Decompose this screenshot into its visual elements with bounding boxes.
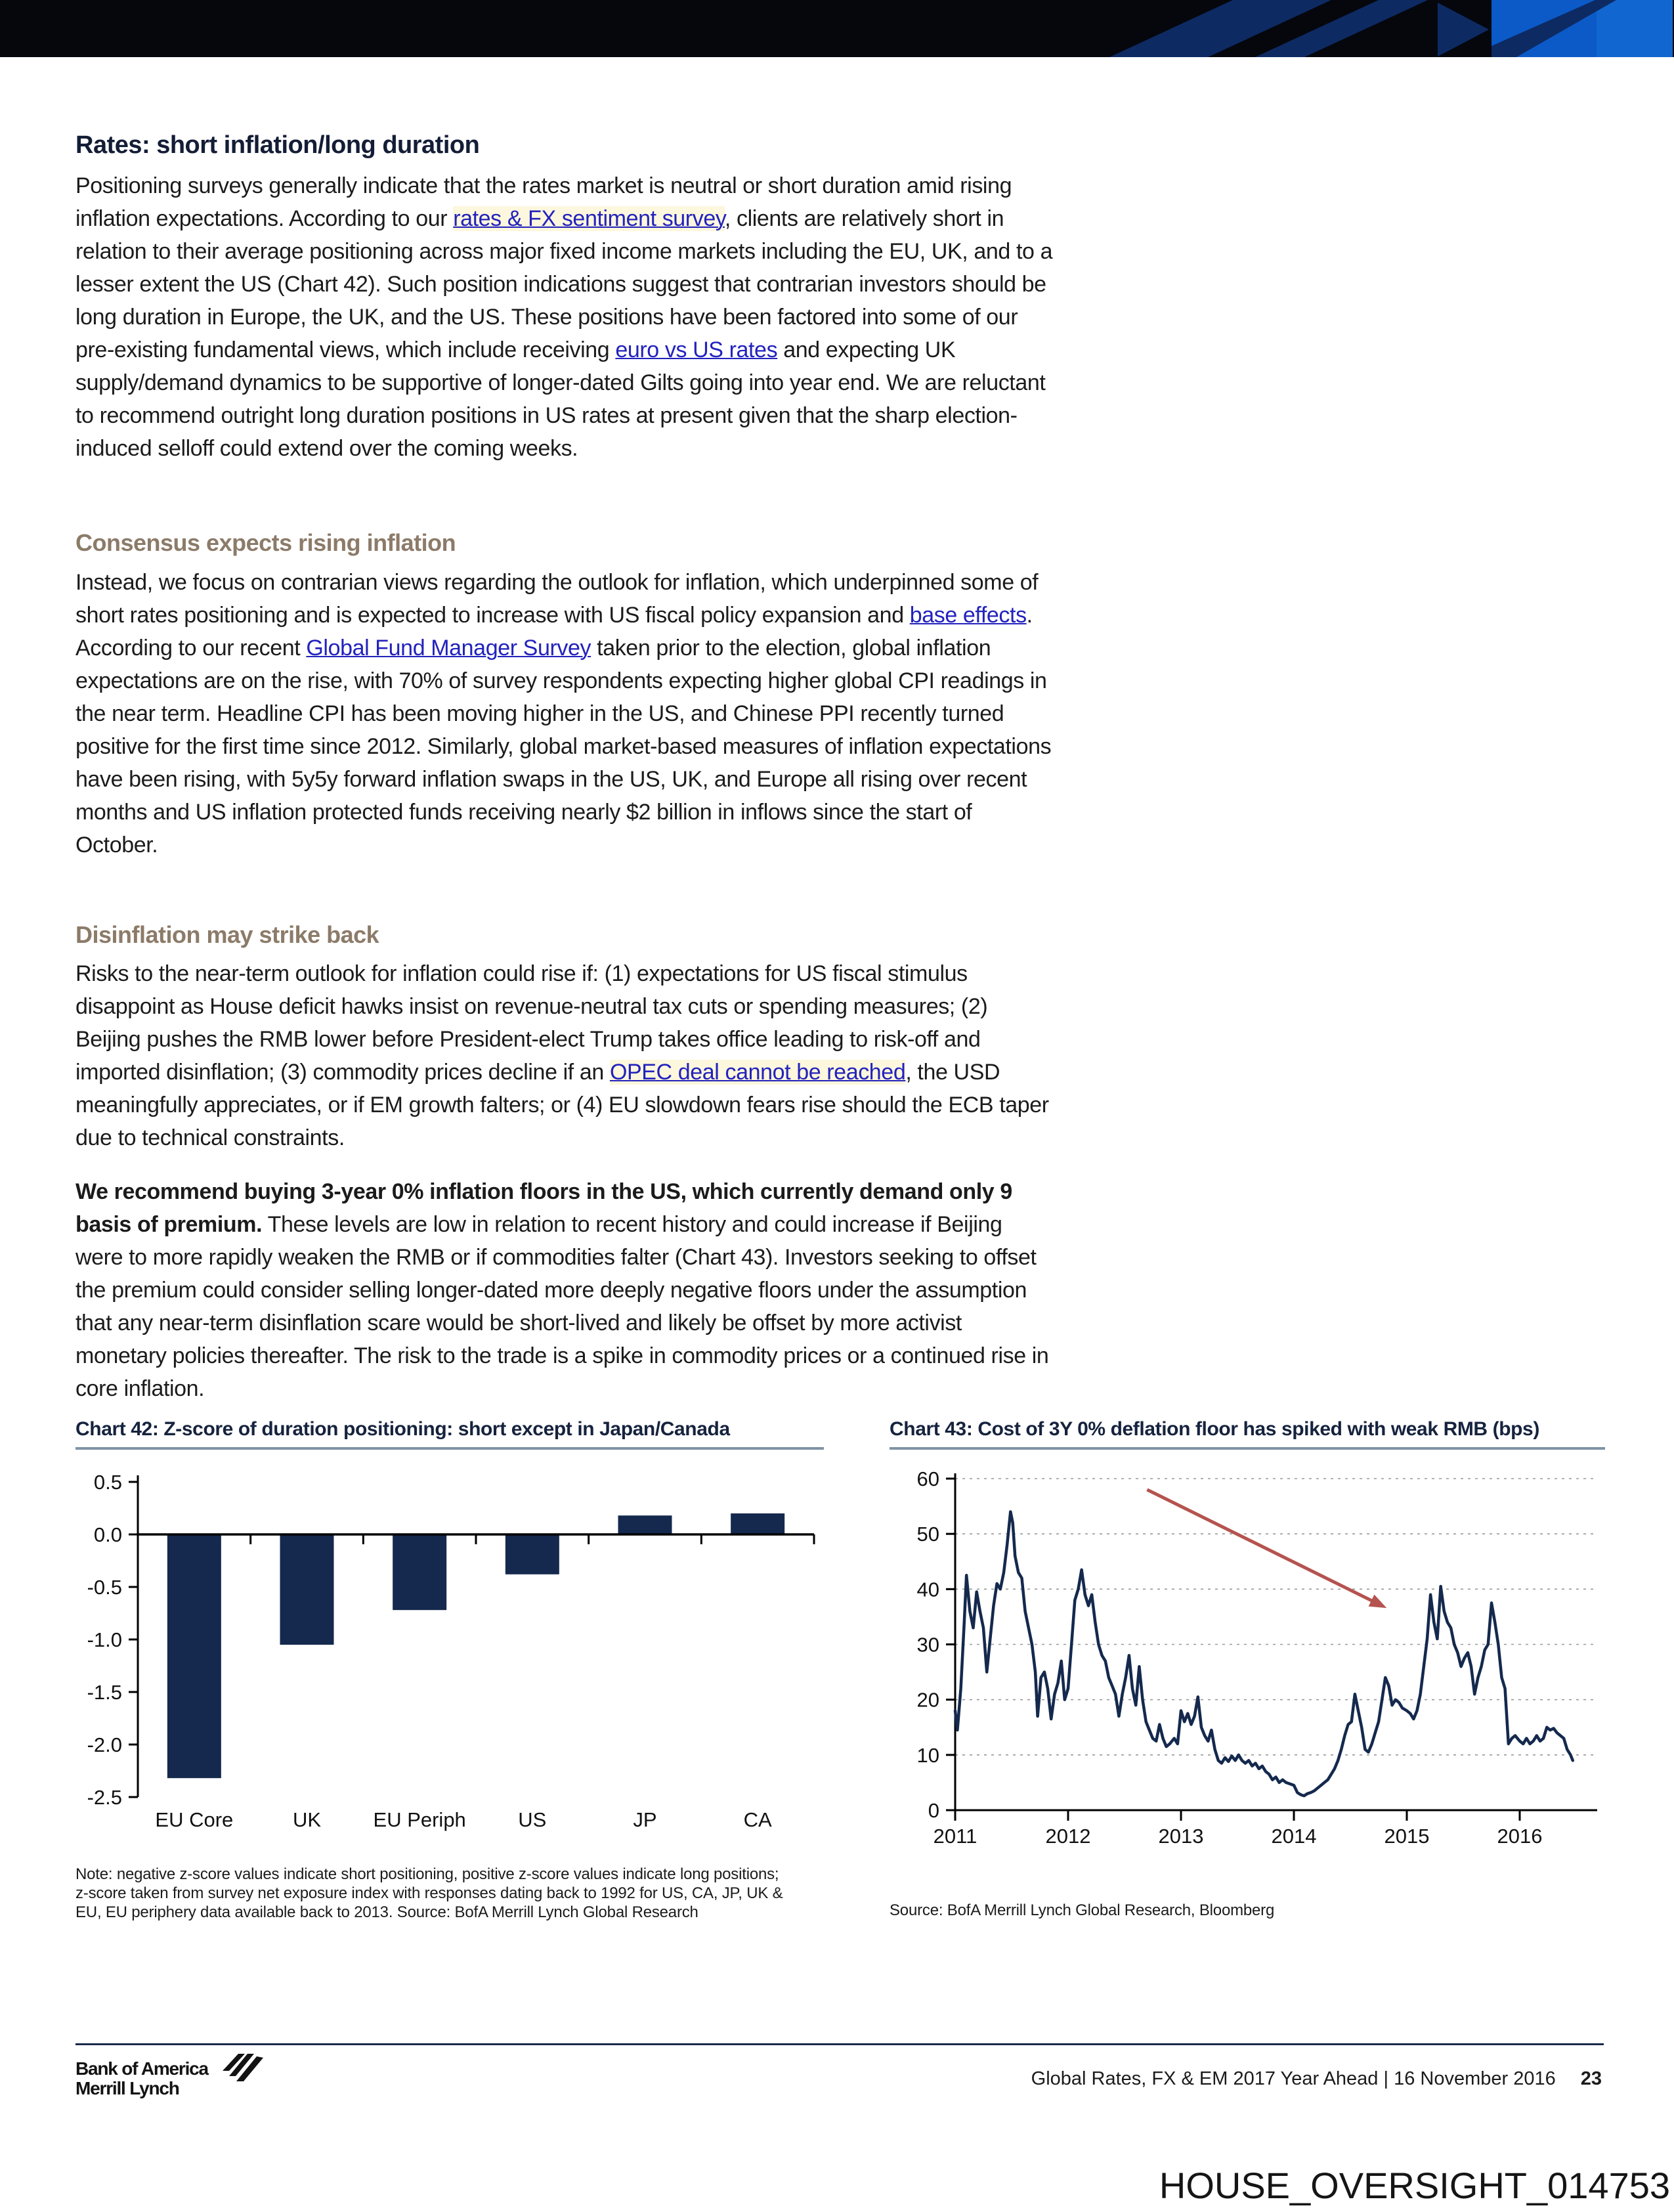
paragraph-consensus: Instead, we focus on contrarian views re…	[75, 566, 1055, 861]
svg-text:0.5: 0.5	[94, 1471, 122, 1494]
body-text: taken prior to the election, global infl…	[75, 636, 1052, 857]
chart42-title: Chart 42: Z-score of duration positionin…	[75, 1418, 824, 1450]
bofa-flag-icon	[223, 2054, 263, 2081]
svg-text:CA: CA	[744, 1808, 772, 1831]
oversight-watermark: HOUSE_OVERSIGHT_014753	[1159, 2165, 1670, 2206]
body-text: These levels are low in relation to rece…	[75, 1212, 1049, 1401]
chart43-source: Source: BofA Merrill Lynch Global Resear…	[890, 1901, 1275, 1919]
svg-text:2011: 2011	[934, 1825, 977, 1848]
svg-text:-0.5: -0.5	[87, 1576, 122, 1599]
svg-text:2012: 2012	[1046, 1825, 1091, 1848]
svg-text:2016: 2016	[1497, 1825, 1543, 1848]
footer-page-number: 23	[1580, 2068, 1602, 2089]
svg-text:-1.0: -1.0	[87, 1628, 122, 1651]
brand-banner-graphic	[0, 0, 1674, 57]
section-heading-rates: Rates: short inflation/long duration	[75, 131, 480, 159]
svg-text:US: US	[518, 1808, 546, 1831]
body-text: , clients are relatively short in relati…	[75, 206, 1053, 362]
body-text: , the USD meaningfully appreciates, or i…	[75, 1060, 1049, 1150]
svg-text:-2.0: -2.0	[87, 1733, 122, 1756]
inline-link[interactable]: euro vs US rates	[615, 337, 778, 362]
body-text: Risks to the near-term outlook for infla…	[75, 961, 988, 1085]
chart42-block: Chart 42: Z-score of duration positionin…	[75, 1418, 824, 1921]
body-text: . According to our recent	[75, 603, 1033, 661]
section-heading-consensus: Consensus expects rising inflation	[75, 529, 456, 556]
svg-text:-1.5: -1.5	[87, 1681, 122, 1704]
svg-text:0.0: 0.0	[94, 1523, 122, 1546]
svg-text:2013: 2013	[1159, 1825, 1204, 1848]
section-heading-disinflation: Disinflation may strike back	[75, 921, 379, 948]
chart43-block: Chart 43: Cost of 3Y 0% deflation floor …	[890, 1418, 1605, 1919]
svg-text:40: 40	[917, 1578, 939, 1601]
bofa-merrill-logo: Bank of America Merrill Lynch	[75, 2054, 312, 2098]
inline-link[interactable]: Global Fund Manager Survey	[306, 636, 591, 661]
inline-link[interactable]: OPEC deal cannot be reached	[609, 1060, 906, 1085]
svg-text:2015: 2015	[1384, 1825, 1430, 1848]
svg-text:50: 50	[917, 1523, 939, 1546]
svg-text:30: 30	[917, 1634, 939, 1657]
chart42-note: Note: negative z-score values indicate s…	[75, 1865, 783, 1921]
svg-text:0: 0	[928, 1799, 939, 1822]
svg-text:EU Core: EU Core	[155, 1808, 233, 1831]
footer-divider	[75, 2043, 1604, 2045]
svg-text:UK: UK	[293, 1808, 321, 1831]
svg-text:2014: 2014	[1272, 1825, 1317, 1848]
bold-lead-text: We recommend buying 3-year 0% inflation …	[75, 1179, 1012, 1237]
body-text: Positioning surveys generally indicate t…	[75, 173, 1012, 231]
footer-meta: Global Rates, FX & EM 2017 Year Ahead | …	[1031, 2068, 1602, 2090]
paragraph-positioning: Positioning surveys generally indicate t…	[75, 169, 1055, 465]
svg-text:20: 20	[917, 1689, 939, 1712]
svg-text:10: 10	[917, 1744, 939, 1767]
inline-link[interactable]: rates & FX sentiment survey	[453, 206, 725, 231]
paragraph-recommendation: We recommend buying 3-year 0% inflation …	[75, 1175, 1055, 1405]
body-text: Instead, we focus on contrarian views re…	[75, 570, 1039, 628]
chart43-title: Chart 43: Cost of 3Y 0% deflation floor …	[890, 1418, 1605, 1450]
svg-text:-2.5: -2.5	[87, 1786, 122, 1809]
svg-text:60: 60	[917, 1467, 939, 1490]
body-text: and expecting UK supply/demand dynamics …	[75, 337, 1046, 461]
footer-doc-title: Global Rates, FX & EM 2017 Year Ahead | …	[1031, 2068, 1556, 2089]
inline-link[interactable]: base effects	[909, 603, 1027, 628]
chart43-line-chart: 0 10 20 30 40 50 60 2011 2012 2013 2014 2015 2016	[917, 1467, 1597, 1848]
svg-text:EU Periph: EU Periph	[374, 1808, 466, 1831]
logo-line2: Merrill Lynch	[75, 2078, 180, 2098]
paragraph-risks: Risks to the near-term outlook for infla…	[75, 957, 1055, 1154]
logo-line1: Bank of America	[75, 2058, 209, 2079]
svg-text:JP: JP	[633, 1808, 656, 1831]
chart42-bar-chart: 0.5 0.0 -0.5 -1.0 -1.5 -2.0 -2.5 EU Core UK EU Pe…	[87, 1471, 815, 1831]
